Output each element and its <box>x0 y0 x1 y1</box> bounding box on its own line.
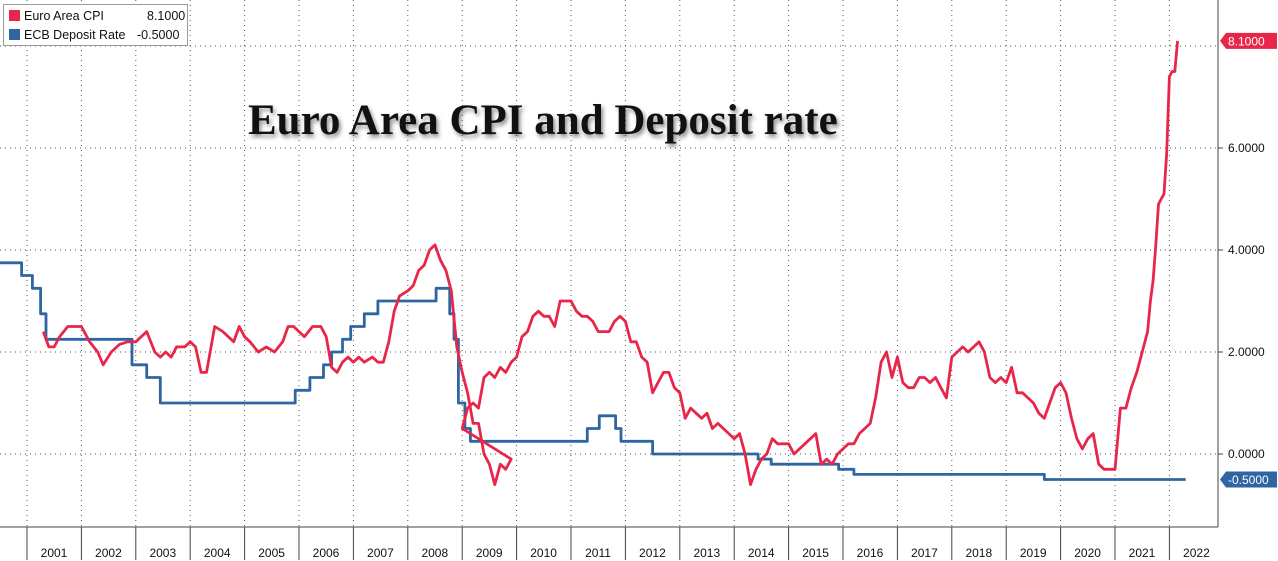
legend-label-deposit-rate: ECB Deposit Rate <box>24 28 126 42</box>
legend: Euro Area CPI 8.1000 ECB Deposit Rate -0.5… <box>3 4 188 46</box>
x-tick-label: 2018 <box>965 546 992 560</box>
x-tick-label: 2014 <box>748 546 775 560</box>
x-tick-label: 2011 <box>585 546 611 560</box>
x-tick-label: 2022 <box>1183 546 1210 560</box>
x-tick-label: 2005 <box>258 546 285 560</box>
y-tick-label: 6.0000 <box>1228 141 1265 155</box>
x-tick-label: 2002 <box>95 546 122 560</box>
x-tick-label: 2009 <box>476 546 503 560</box>
series-layer <box>0 40 1186 486</box>
x-tick-label: 2019 <box>1020 546 1047 560</box>
grid-lines <box>0 0 1218 527</box>
last-value-deposit-rate-text: -0.5000 <box>1228 473 1269 487</box>
legend-value-cpi: 8.1000 <box>147 9 186 23</box>
x-tick-label: 2008 <box>421 546 448 560</box>
axes <box>0 0 1219 528</box>
series-line-euro-area-cpi <box>41 40 1179 486</box>
x-tick-label: 2015 <box>802 546 829 560</box>
last-value-labels: 8.1000 -0.5000 <box>1220 32 1277 488</box>
legend-value-deposit-rate: -0.5000 <box>137 28 180 42</box>
y-tick-label: 0.0000 <box>1228 447 1265 461</box>
x-tick-label: 2001 <box>41 546 68 560</box>
x-tick-label: 2017 <box>911 546 938 560</box>
legend-swatch-deposit-rate <box>9 29 20 40</box>
x-tick-label: 2012 <box>639 546 666 560</box>
x-tick-label: 2004 <box>204 546 231 560</box>
x-tick-label: 2016 <box>857 546 884 560</box>
series-line-ecb-deposit-rate <box>0 261 1186 481</box>
x-tick-label: 2010 <box>530 546 557 560</box>
x-tick-label: 2020 <box>1074 546 1101 560</box>
last-value-deposit-rate-bg <box>1220 471 1277 488</box>
x-tick-label: 2013 <box>693 546 720 560</box>
x-tick-label: 2021 <box>1129 546 1156 560</box>
y-axis-ticks: 0.0000 2.0000 4.0000 6.0000 <box>1218 141 1265 461</box>
y-tick-label: 2.0000 <box>1228 345 1265 359</box>
x-tick-label: 2007 <box>367 546 394 560</box>
legend-item-deposit-rate: ECB Deposit Rate -0.5000 <box>9 26 179 44</box>
x-tick-label: 2006 <box>313 546 340 560</box>
last-value-deposit-rate: -0.5000 <box>1220 471 1277 488</box>
legend-swatch-cpi <box>9 10 20 21</box>
legend-label-cpi: Euro Area CPI <box>24 9 104 23</box>
last-value-cpi-bg <box>1220 32 1277 49</box>
chart-title: Euro Area CPI and Deposit rate <box>248 97 838 144</box>
legend-item-cpi: Euro Area CPI 8.1000 <box>9 7 185 25</box>
last-value-cpi: 8.1000 <box>1220 32 1277 49</box>
y-tick-label: 4.0000 <box>1228 243 1265 257</box>
x-tick-label: 2003 <box>149 546 176 560</box>
last-value-cpi-text: 8.1000 <box>1228 34 1265 48</box>
x-axis-ticks: 2001 2002 2003 2004 2005 2006 2007 2008 2009 2010… <box>26 527 1210 560</box>
